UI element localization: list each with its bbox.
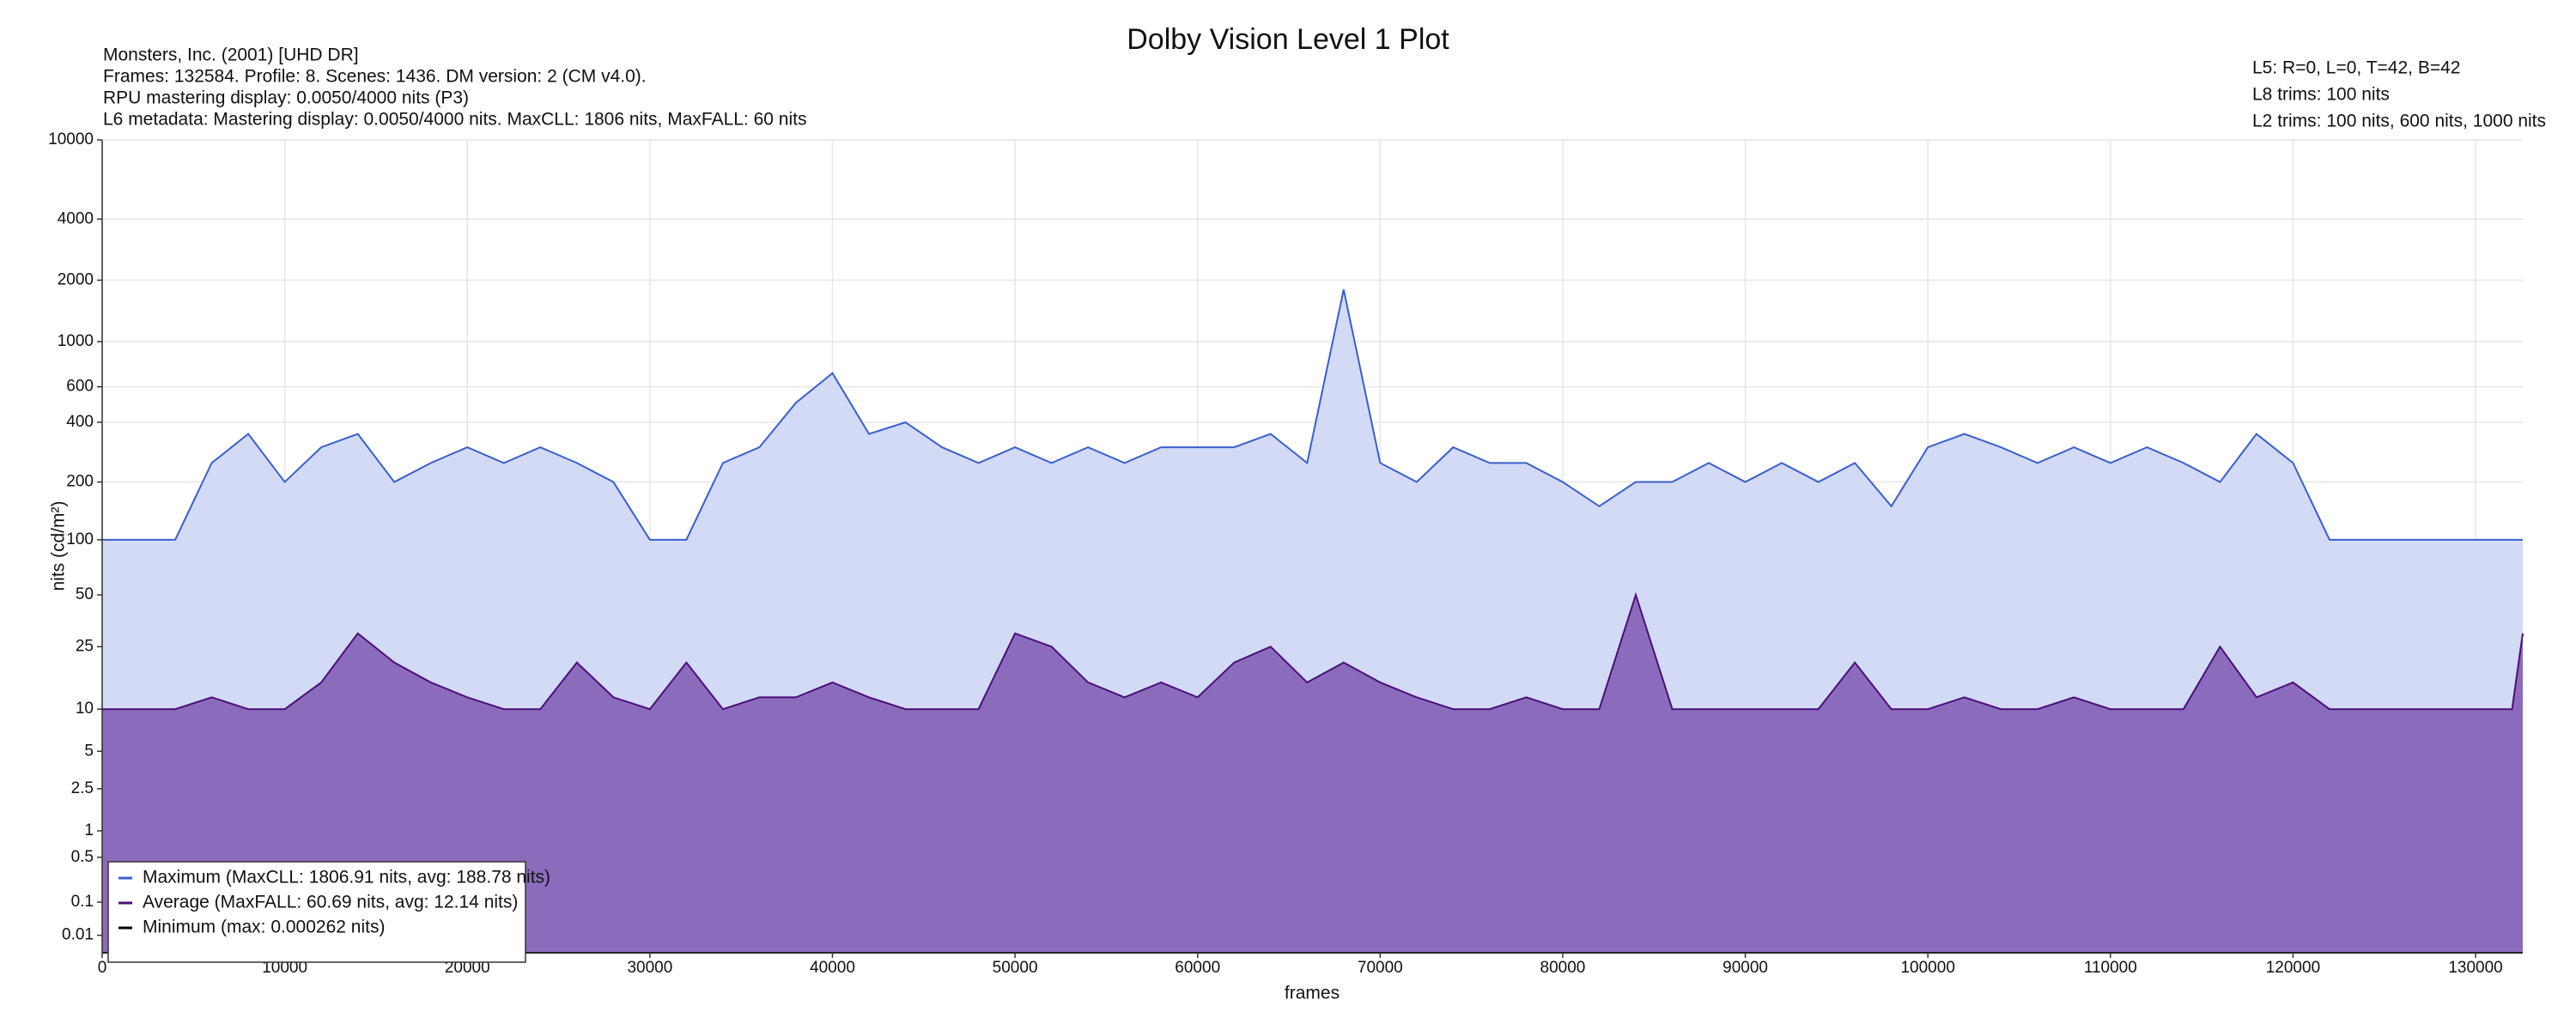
info-right: L2 trims: 100 nits, 600 nits, 1000 nits: [2252, 112, 2546, 131]
y-tick-label: 2000: [58, 270, 94, 288]
y-tick-label: 0.01: [62, 926, 94, 944]
x-tick-label: 30000: [627, 959, 672, 977]
info-left: Frames: 132584. Profile: 8. Scenes: 1436…: [103, 67, 647, 87]
x-tick-label: 50000: [993, 959, 1038, 977]
x-tick-label: 60000: [1175, 959, 1220, 977]
area-fill: [102, 595, 2523, 953]
chart-title: Dolby Vision Level 1 Plot: [1127, 23, 1449, 56]
info-left: Monsters, Inc. (2001) [UHD DR]: [103, 45, 359, 65]
legend-box: [107, 861, 526, 963]
y-tick-label: 25: [76, 637, 94, 655]
series-line: [102, 591, 2524, 711]
x-tick-label: 120000: [2266, 959, 2320, 977]
y-tick-label: 2.5: [71, 779, 94, 797]
y-tick-label: 200: [66, 473, 94, 491]
info: Monsters, Inc. (2001) [UHD DR]Frames: 13…: [103, 45, 2546, 131]
y-tick-label: 10000: [48, 130, 94, 148]
y-axis-label: nits (cd/m²): [49, 501, 69, 591]
y-tick-label: 400: [66, 413, 94, 431]
y-tick-label: 5: [84, 742, 94, 760]
legend-label: Maximum (MaxCLL: 1806.91 nits, avg: 188.…: [143, 868, 550, 888]
series-line: [102, 289, 2523, 541]
axes: 0.01 0.1 0.5 1 2.5 5 10 25 50 100 200 400 600 1000 200…: [48, 130, 2523, 977]
y-tick-label: 1000: [58, 332, 94, 350]
x-tick-label: 80000: [1540, 959, 1586, 977]
info-left: RPU mastering display: 0.0050/4000 nits …: [103, 88, 469, 108]
x-tick-label: 90000: [1722, 959, 1768, 977]
x-tick-label: 70000: [1358, 959, 1403, 977]
y-tick-label: 100: [66, 530, 94, 548]
info-right: L5: R=0, L=0, T=42, B=42: [2252, 58, 2460, 78]
y-tick-label: 10: [76, 700, 94, 718]
x-tick-label: 110000: [2084, 959, 2137, 977]
x-tick-label: 0: [98, 959, 107, 977]
x-tick-label: 130000: [2448, 959, 2502, 977]
info-right: L8 trims: 100 nits: [2252, 85, 2390, 105]
x-tick-label: 100000: [1900, 959, 1954, 977]
y-tick-label: 0.5: [71, 848, 94, 866]
y-tick-label: 4000: [58, 209, 94, 227]
y-tick-label: 0.1: [71, 893, 94, 911]
x-tick-label: 20000: [445, 959, 490, 977]
info-left: L6 metadata: Mastering display: 0.0050/4…: [103, 110, 806, 130]
y-tick-label: 50: [76, 585, 94, 603]
x-tick-label: 40000: [810, 959, 855, 977]
y-tick-label: 1: [84, 821, 94, 839]
legend: Maximum (MaxCLL: 1806.91 nits, avg: 188.…: [107, 861, 550, 963]
x-tick-label: 10000: [262, 959, 307, 977]
legend-label: Minimum (max: 0.000262 nits): [143, 918, 385, 937]
x-axis-label: frames: [1285, 984, 1340, 1003]
y-tick-label: 600: [66, 378, 94, 396]
legend-label: Average (MaxFALL: 60.69 nits, avg: 12.14…: [143, 893, 518, 912]
